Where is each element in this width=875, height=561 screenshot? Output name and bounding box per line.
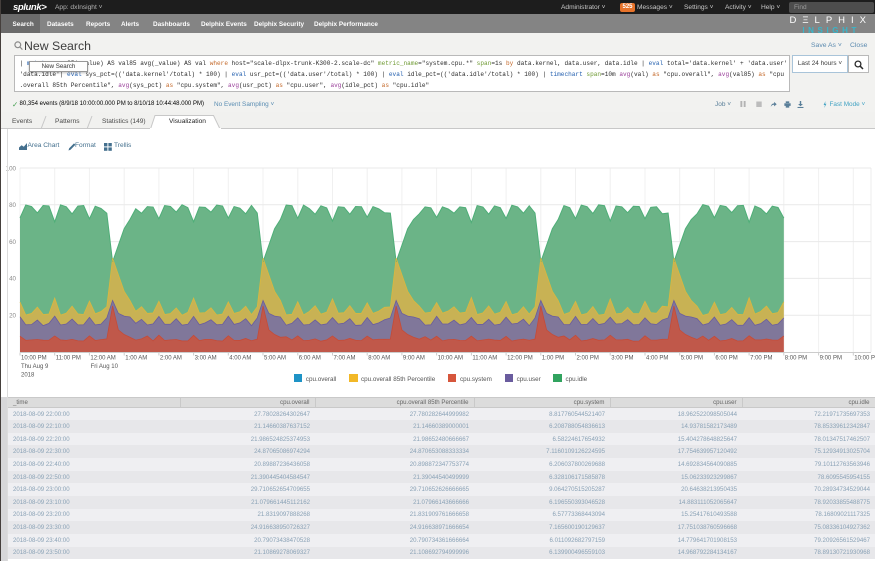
svg-text:9:00 PM: 9:00 PM <box>820 356 842 362</box>
svg-text:10:00 PM: 10:00 PM <box>21 356 47 362</box>
svg-text:9:00 AM: 9:00 AM <box>403 356 425 362</box>
svg-text:10:00 PM: 10:00 PM <box>854 356 875 362</box>
svg-text:7:00 PM: 7:00 PM <box>750 356 772 362</box>
svg-text:6:00 PM: 6:00 PM <box>715 356 737 362</box>
svg-text:20: 20 <box>9 313 16 320</box>
svg-text:1:00 PM: 1:00 PM <box>542 356 564 362</box>
svg-text:2:00 AM: 2:00 AM <box>160 356 182 362</box>
svg-text:11:00 PM: 11:00 PM <box>56 356 81 362</box>
svg-text:7:00 AM: 7:00 AM <box>334 356 356 362</box>
svg-text:6:00 AM: 6:00 AM <box>299 356 321 362</box>
svg-text:5:00 PM: 5:00 PM <box>681 356 703 362</box>
svg-text:60: 60 <box>9 239 16 246</box>
svg-text:80: 80 <box>9 202 16 209</box>
svg-text:2018: 2018 <box>21 373 35 379</box>
svg-text:4:00 AM: 4:00 AM <box>229 356 251 362</box>
svg-text:5:00 AM: 5:00 AM <box>264 356 286 362</box>
svg-text:11:00 AM: 11:00 AM <box>472 356 497 362</box>
svg-text:Fri Aug 10: Fri Aug 10 <box>91 364 119 370</box>
svg-text:8:00 AM: 8:00 AM <box>368 356 390 362</box>
svg-text:1:00 AM: 1:00 AM <box>125 356 147 362</box>
svg-text:12:00 PM: 12:00 PM <box>507 356 533 362</box>
svg-text:3:00 PM: 3:00 PM <box>611 356 633 362</box>
svg-text:Thu Aug 9: Thu Aug 9 <box>21 364 49 370</box>
svg-text:8:00 PM: 8:00 PM <box>785 356 807 362</box>
svg-text:4:00 PM: 4:00 PM <box>646 356 668 362</box>
svg-text:2:00 PM: 2:00 PM <box>577 356 599 362</box>
svg-text:100: 100 <box>6 165 17 172</box>
svg-text:10:00 AM: 10:00 AM <box>438 356 463 362</box>
svg-text:12:00 AM: 12:00 AM <box>90 356 115 362</box>
svg-text:40: 40 <box>9 276 16 283</box>
svg-text:3:00 AM: 3:00 AM <box>195 356 217 362</box>
